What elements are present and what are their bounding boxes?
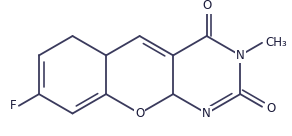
Text: CH₃: CH₃ <box>266 36 287 49</box>
Text: N: N <box>236 49 245 62</box>
Text: O: O <box>202 0 211 12</box>
Text: O: O <box>135 107 144 120</box>
Text: N: N <box>202 107 211 120</box>
Text: O: O <box>266 102 275 115</box>
Text: F: F <box>10 99 16 112</box>
